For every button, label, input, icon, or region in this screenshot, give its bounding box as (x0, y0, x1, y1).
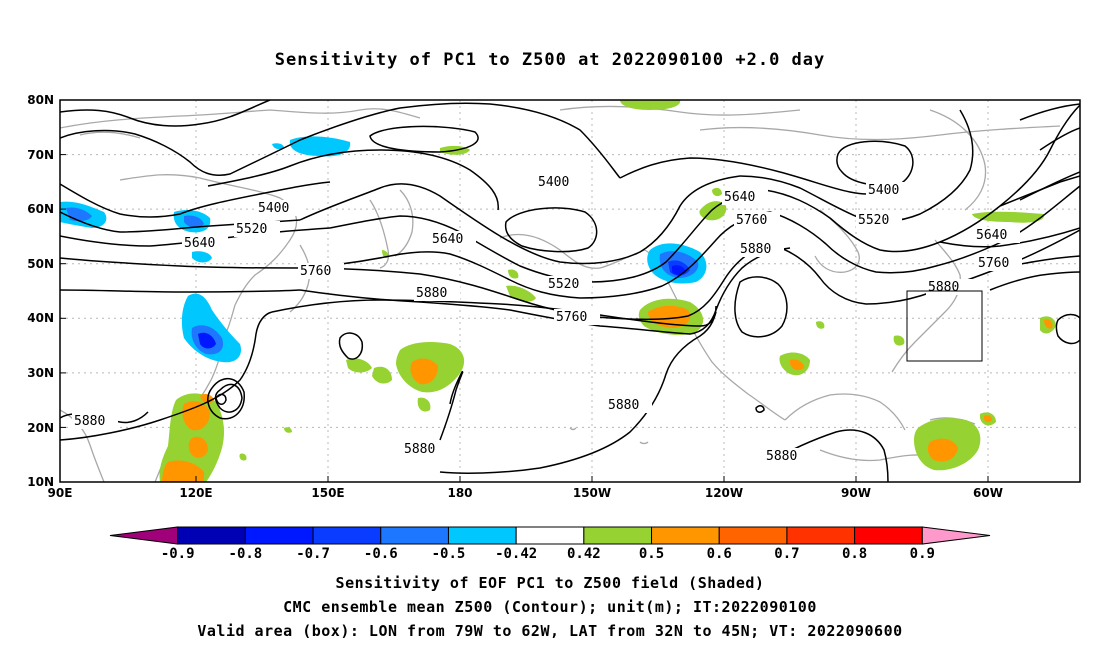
colorbar-label: 0.6 (707, 546, 732, 562)
lon-axis (195, 476, 989, 482)
lon-label: 60W (973, 486, 1003, 500)
colorbar-label: -0.8 (229, 546, 263, 562)
lat-label: 60N (27, 202, 54, 216)
colorbar-label: -0.7 (296, 546, 330, 562)
colorbar-swatch (380, 526, 449, 545)
colorbar-label: -0.42 (495, 546, 537, 562)
colorbar-label: 0.7 (774, 546, 799, 562)
colorbar-swatch (786, 526, 856, 545)
lon-label: 150E (311, 486, 344, 500)
lat-labels: 80N 70N 60N 50N 40N 30N 20N 10N (27, 93, 54, 489)
colorbar-label: 0.42 (567, 546, 601, 562)
map-frame (59, 99, 1081, 483)
positive-sensitivity-patches (159, 100, 1056, 482)
lat-label: 20N (27, 421, 54, 435)
contour-label: 5640 (976, 228, 1007, 243)
colorbar-swatch (244, 526, 314, 545)
lon-label: 120E (179, 486, 212, 500)
contour-label: 5880 (404, 442, 435, 457)
lon-label: 180 (447, 486, 472, 500)
caption-line-3: Valid area (box): LON from 79W to 62W, L… (197, 622, 903, 640)
contour-label: 5760 (978, 256, 1009, 271)
contour-label: 5400 (868, 183, 899, 198)
contour-label: 5400 (538, 175, 569, 190)
colorbar-swatch (109, 526, 179, 545)
colorbar-swatch (854, 526, 923, 545)
colorbar: -0.9 -0.8 -0.7 -0.6 -0.5 -0.42 0.42 0.5 0.6 0.7 0.… (109, 526, 991, 562)
contour-label: 5880 (608, 398, 639, 413)
contour-label: 5520 (236, 222, 267, 237)
lat-label: 40N (27, 311, 54, 325)
lat-label: 50N (27, 257, 54, 271)
colorbar-swatch (312, 526, 382, 545)
height-contours (60, 100, 1080, 482)
colorbar-swatch (177, 526, 246, 545)
colorbar-label: -0.6 (364, 546, 398, 562)
lat-label: 70N (27, 148, 54, 162)
lon-label: 90W (841, 486, 871, 500)
colorbar-swatch (447, 526, 517, 545)
contour-label: 5760 (556, 310, 587, 325)
lat-axis (60, 99, 66, 483)
contour-label: 5640 (432, 232, 463, 247)
colorbar-swatch (515, 526, 585, 545)
negative-sensitivity-patches (60, 136, 707, 363)
contour-label: 5880 (766, 449, 797, 464)
contour-label: 5760 (736, 213, 767, 228)
colorbar-swatch (651, 526, 720, 545)
colorbar-label: -0.9 (161, 546, 195, 562)
caption-line-1: Sensitivity of EOF PC1 to Z500 field (Sh… (335, 574, 765, 592)
colorbar-label: 0.5 (639, 546, 664, 562)
contour-label: 5880 (740, 242, 771, 257)
lon-label: 120W (705, 486, 743, 500)
lon-label: 90E (48, 486, 73, 500)
contour-label: 5520 (548, 277, 579, 292)
valid-area-box (906, 290, 983, 362)
colorbar-label: 0.8 (842, 546, 867, 562)
contour-label: 5880 (416, 286, 447, 301)
map-title: Sensitivity of PC1 to Z500 at 2022090100… (274, 50, 826, 70)
contour-label: 5880 (74, 414, 105, 429)
contour-label: 5760 (300, 264, 331, 279)
lon-label: 150W (573, 486, 611, 500)
lat-label: 10N (27, 475, 54, 489)
caption-line-2: CMC ensemble mean Z500 (Contour); unit(m… (283, 598, 817, 616)
colorbar-swatch (583, 526, 653, 545)
colorbar-swatch (718, 526, 788, 545)
lat-label: 30N (27, 366, 54, 380)
colorbar-swatch (921, 526, 991, 545)
contour-label: 5520 (858, 213, 889, 228)
contour-label: 5880 (928, 280, 959, 295)
colorbar-label: 0.9 (910, 546, 935, 562)
contour-labels: 5400 5400 5400 5520 5520 5520 5640 5640 … (72, 174, 1022, 464)
contour-label: 5640 (724, 190, 755, 205)
colorbar-label: -0.5 (432, 546, 466, 562)
lon-labels: 90E 120E 150E 180 150W 120W 90W 60W (48, 486, 1003, 500)
lat-label: 80N (27, 93, 54, 107)
contour-label: 5640 (184, 236, 215, 251)
contour-label: 5400 (258, 201, 289, 216)
